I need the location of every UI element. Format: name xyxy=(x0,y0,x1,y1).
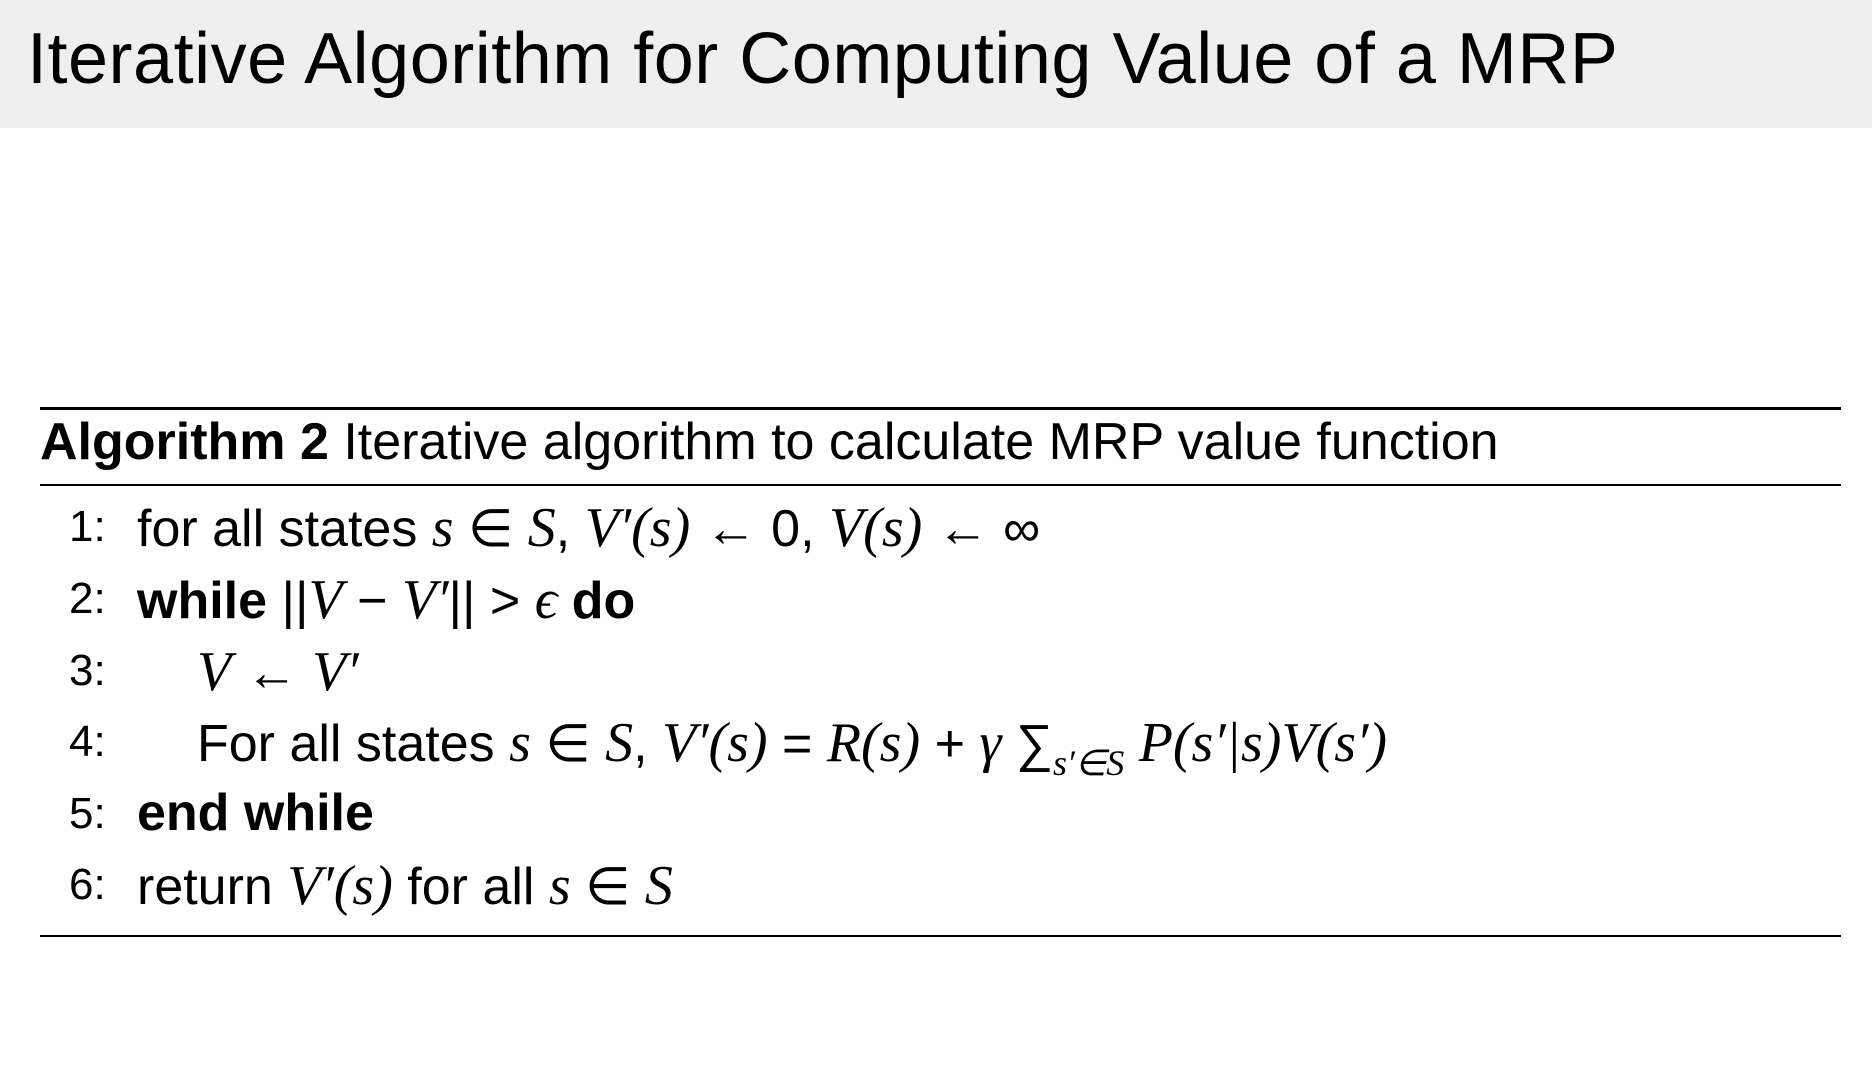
math-symbol: s xyxy=(509,712,531,774)
text-segment: || > xyxy=(448,572,535,630)
text-segment xyxy=(1124,715,1138,773)
text-segment: return xyxy=(137,858,288,916)
line-content: while ||V − V′|| > ϵ do xyxy=(137,568,635,632)
math-symbol: V′(s) xyxy=(584,497,691,559)
algorithm-caption-text: Iterative algorithm to calculate MRP val… xyxy=(343,413,1499,471)
line-number: 3: xyxy=(69,646,106,695)
line-number: 1: xyxy=(69,502,106,551)
math-symbol: V xyxy=(308,569,343,631)
math-symbol: S xyxy=(605,712,634,774)
line-content: For all states s ∈ S, V′(s) = R(s) + γ ∑… xyxy=(197,711,1387,784)
math-symbol: V′(s) xyxy=(287,855,393,917)
keyword: while xyxy=(137,572,268,630)
line-number: 4: xyxy=(69,717,106,766)
text-segment: || xyxy=(267,572,309,630)
line-number: 5: xyxy=(69,789,106,838)
math-symbol: s′∈S xyxy=(1053,743,1125,783)
text-segment: ∈ xyxy=(453,500,528,558)
slide-title: Iterative Algorithm for Computing Value … xyxy=(27,19,1619,99)
math-symbol: γ xyxy=(979,712,1002,774)
math-symbol: P(s′|s)V(s′) xyxy=(1138,712,1387,774)
text-segment: for all states xyxy=(137,500,432,558)
text-segment: ∑ xyxy=(1001,715,1053,773)
math-symbol: s xyxy=(548,855,571,917)
text-segment: , xyxy=(633,715,663,773)
math-symbol: V′ xyxy=(312,641,359,703)
math-symbol: S xyxy=(644,855,673,917)
keyword: end while xyxy=(137,784,374,842)
text-segment: ← ∞ xyxy=(922,500,1041,558)
title-bar: Iterative Algorithm for Computing Value … xyxy=(0,0,1872,128)
math-symbol: s xyxy=(431,497,454,559)
line-number: 6: xyxy=(69,860,106,909)
text-segment: ← 0, xyxy=(690,500,829,558)
math-symbol: V(s) xyxy=(828,497,923,559)
math-symbol: S xyxy=(527,497,556,559)
text-segment: , xyxy=(555,500,585,558)
math-symbol: R(s) xyxy=(826,712,921,774)
text-segment: ∈ xyxy=(530,715,606,773)
math-symbol: V xyxy=(197,641,232,703)
line-content: return V′(s) for all s ∈ S xyxy=(137,854,673,918)
text-segment: = xyxy=(767,715,827,773)
text-segment xyxy=(557,572,571,630)
line-content: end while xyxy=(137,783,374,843)
text-segment: For all states xyxy=(197,715,510,773)
text-segment: ∈ xyxy=(570,858,645,916)
line-content: V ← V′ xyxy=(197,640,359,704)
math-symbol: V′(s) xyxy=(662,712,768,774)
text-segment: − xyxy=(342,572,402,630)
line-content: for all states s ∈ S, V′(s) ← 0, V(s) ← … xyxy=(137,496,1040,560)
algorithm-caption: Algorithm 2 Iterative algorithm to calcu… xyxy=(40,412,1499,472)
algorithm-label: Algorithm 2 xyxy=(40,413,329,471)
text-segment: ← xyxy=(231,644,313,702)
text-segment: + xyxy=(920,715,980,773)
math-symbol: V′ xyxy=(401,569,449,631)
line-number: 2: xyxy=(69,574,106,623)
math-symbol: ϵ xyxy=(534,569,558,631)
caption-rule xyxy=(40,484,1841,486)
bottom-rule xyxy=(40,935,1841,937)
top-rule xyxy=(40,407,1841,410)
text-segment: for all xyxy=(392,858,549,916)
keyword: do xyxy=(571,572,636,630)
